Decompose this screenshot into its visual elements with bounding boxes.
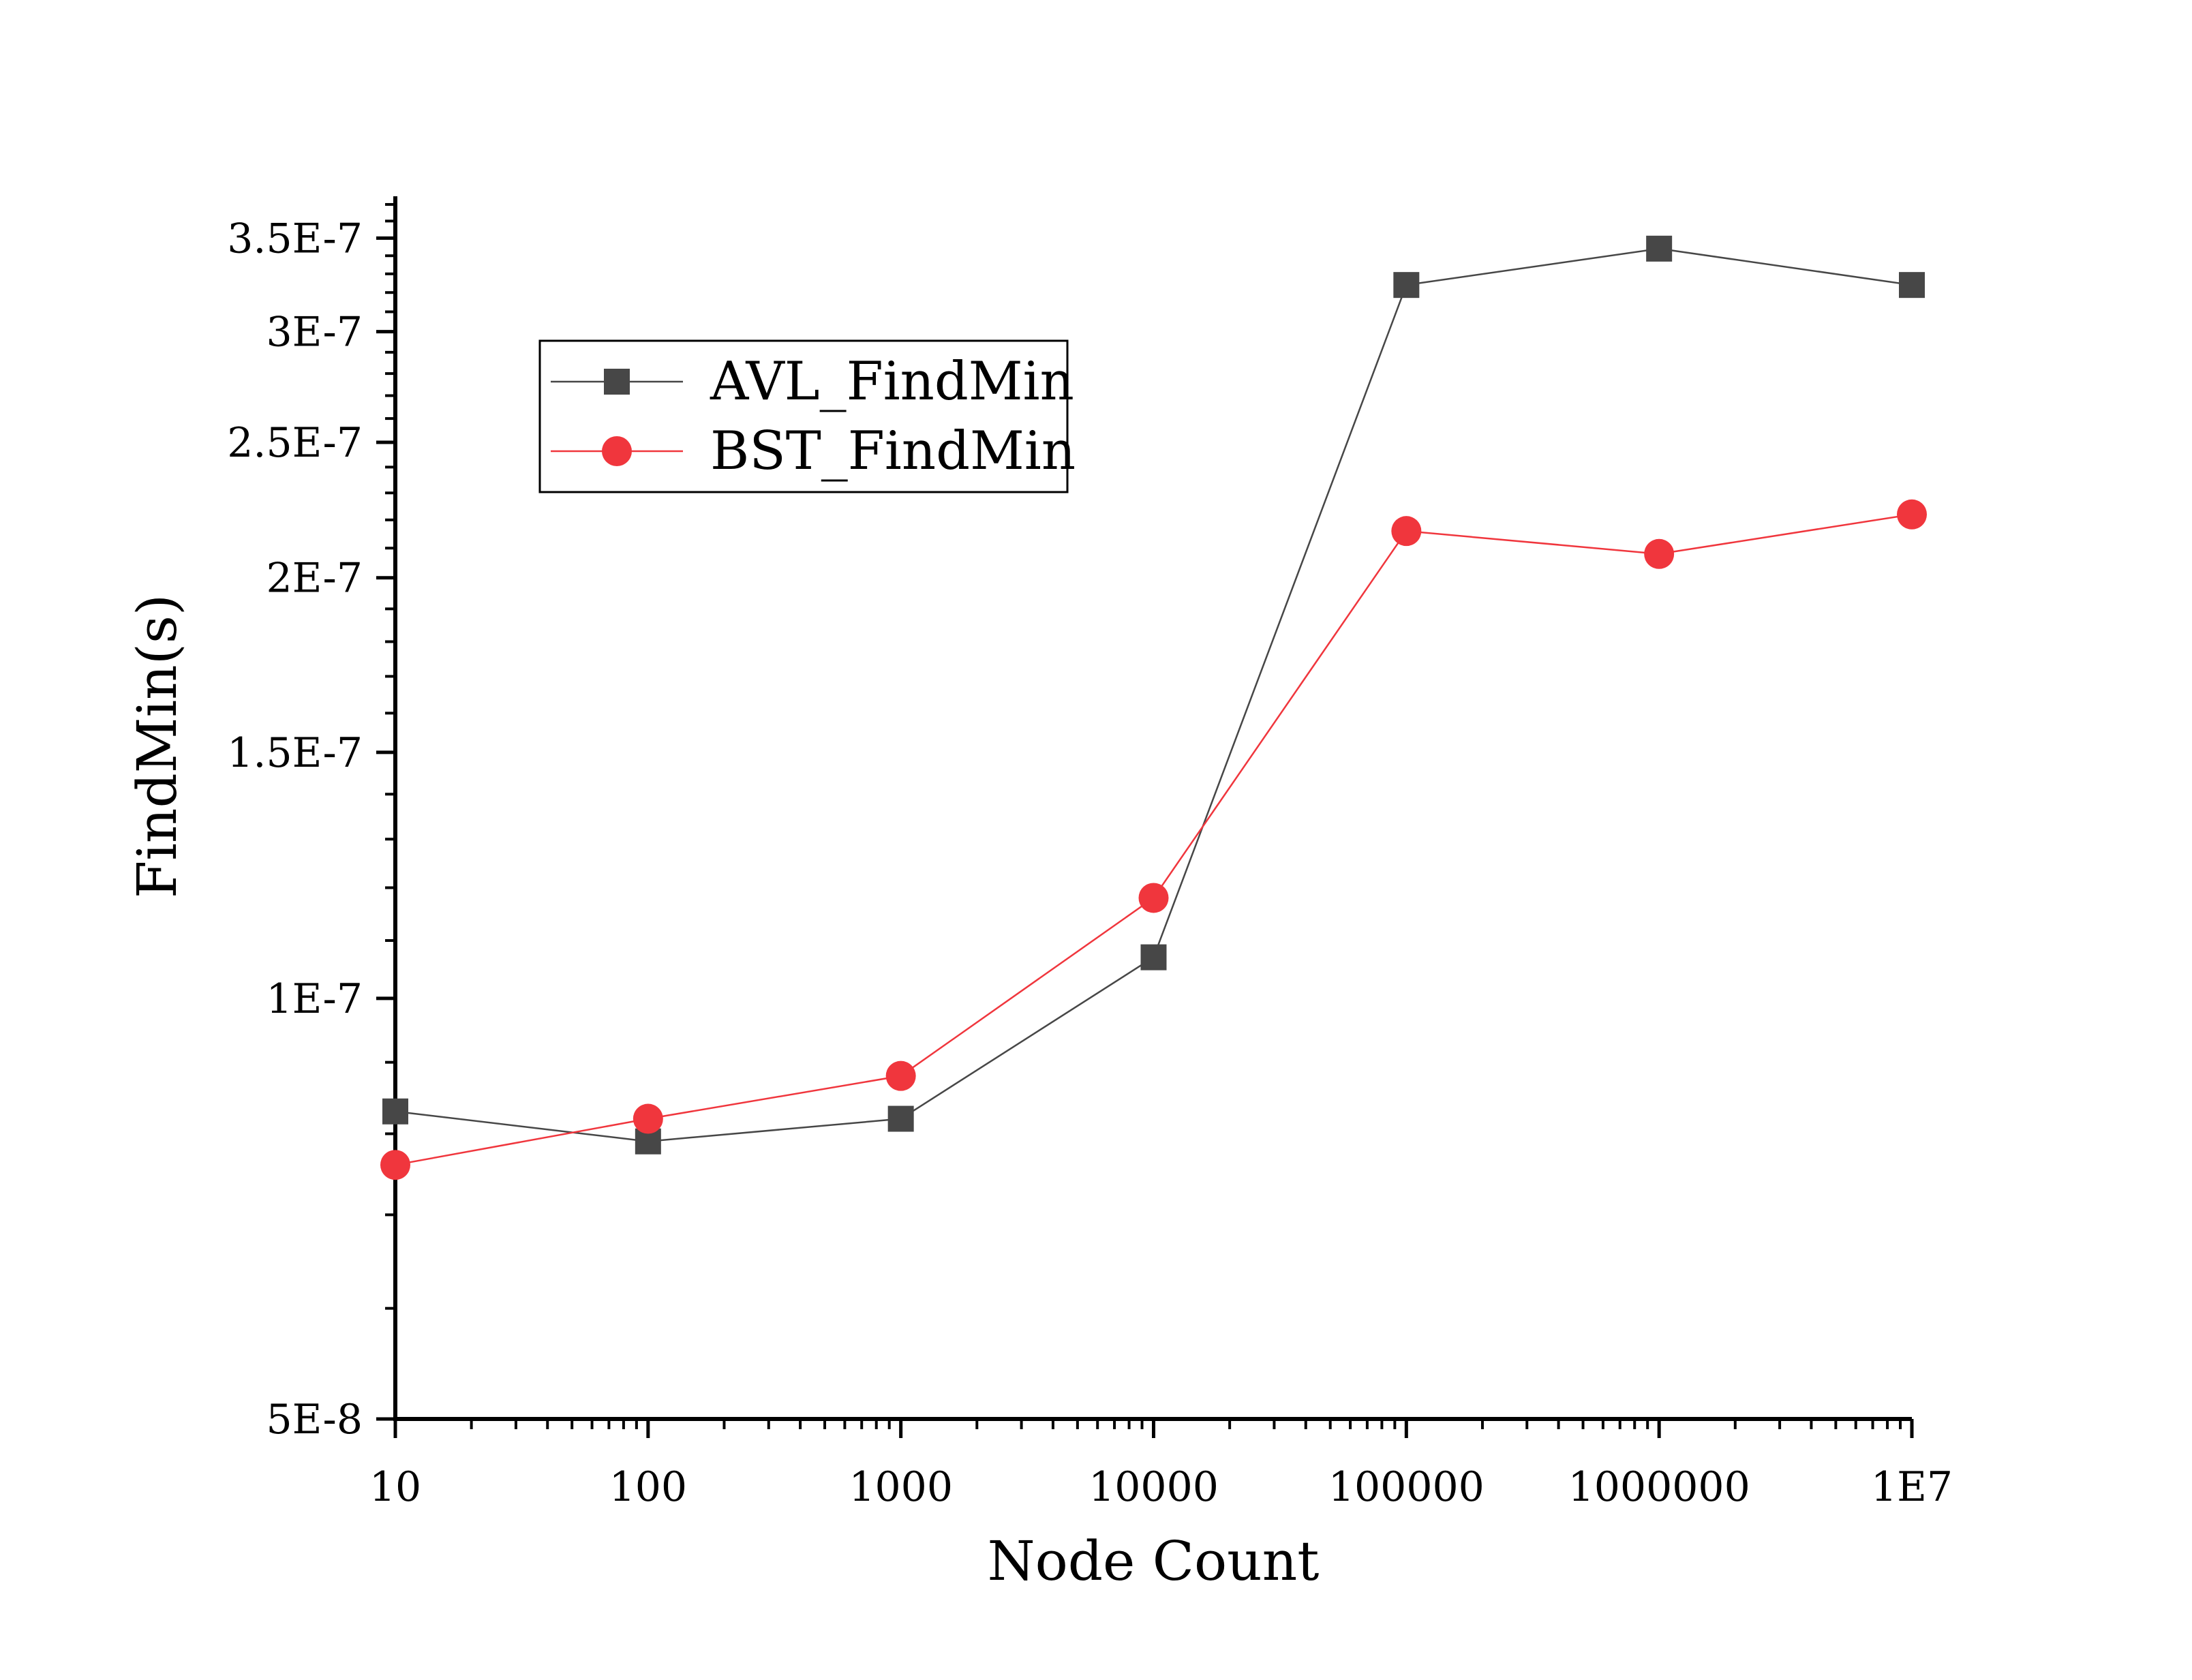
y-tick-label: 2.5E-7 bbox=[227, 419, 363, 467]
series-line-1 bbox=[395, 513, 1913, 1166]
data-point-square bbox=[382, 1098, 408, 1125]
x-tick-label: 100000 bbox=[1328, 1463, 1485, 1511]
x-tick-label: 10 bbox=[369, 1463, 421, 1511]
data-point-square bbox=[887, 1105, 914, 1132]
legend: AVL_FindMin BST_FindMin bbox=[538, 339, 1076, 493]
data-point-square bbox=[1899, 272, 1925, 299]
data-point-circle bbox=[1138, 883, 1169, 913]
y-tick-label: 1E-7 bbox=[266, 975, 363, 1023]
y-tick-label: 2E-7 bbox=[266, 555, 363, 602]
x-tick-label: 1E7 bbox=[1871, 1463, 1953, 1511]
x-tick-label: 100 bbox=[609, 1463, 688, 1511]
legend-marker-circle bbox=[602, 436, 632, 466]
series-layer bbox=[380, 235, 1927, 1180]
data-point-circle bbox=[885, 1060, 916, 1091]
legend-box bbox=[538, 339, 1069, 493]
data-point-circle bbox=[380, 1150, 410, 1180]
data-point-circle bbox=[1897, 499, 1927, 530]
y-tick-label: 3E-7 bbox=[266, 309, 363, 356]
legend-marker-square bbox=[604, 369, 630, 395]
y-tick-label: 3.5E-7 bbox=[227, 215, 363, 262]
data-point-square bbox=[1393, 272, 1420, 299]
data-point-circle bbox=[1644, 538, 1675, 569]
x-tick-label: 10000 bbox=[1089, 1463, 1219, 1511]
data-point-square bbox=[1140, 944, 1167, 971]
data-point-square bbox=[1646, 235, 1673, 262]
x-tick-label: 1000 bbox=[849, 1463, 953, 1511]
y-tick-label: 5E-8 bbox=[266, 1396, 363, 1444]
x-axis-title: Node Count bbox=[988, 1529, 1320, 1593]
x-tick-label: 1000000 bbox=[1568, 1463, 1750, 1511]
axes: 10 100 1000 10000 100000 1000000 1E7 5E-8 1E-7 1.… bbox=[227, 196, 1953, 1511]
y-axis-title: FindMin(s) bbox=[125, 594, 189, 898]
data-point-circle bbox=[1391, 516, 1422, 547]
legend-label-1: BST_FindMin bbox=[710, 421, 1076, 482]
y-tick-label: 1.5E-7 bbox=[227, 729, 363, 777]
data-point-circle bbox=[633, 1103, 663, 1134]
legend-label-0: AVL_FindMin bbox=[710, 351, 1074, 412]
